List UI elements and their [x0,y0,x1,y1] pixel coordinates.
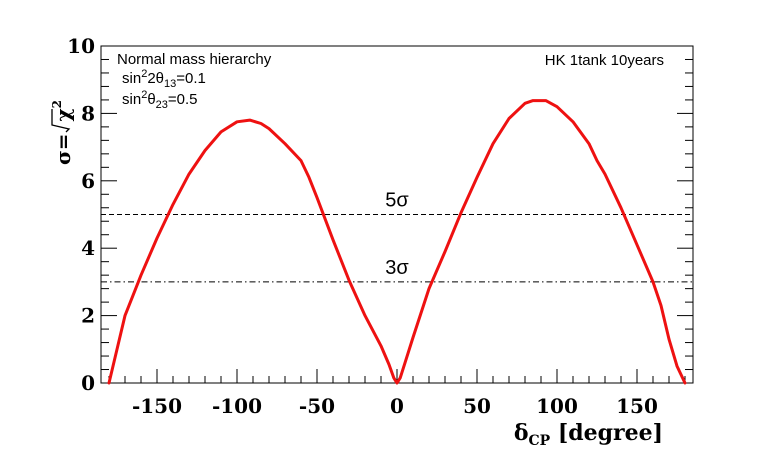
annotation-theta13: sin22θ13=0.1 [122,68,206,90]
y-tick-label: 6 [81,169,95,193]
x-tick-label: 100 [536,394,578,418]
tick-labels: -150 -100 -50 0 50 100 150 0 2 4 6 8 10 [67,34,658,418]
svg-text:σ=χ2: σ= χ2 [50,100,75,165]
x-tick-label: -100 [212,394,262,418]
y-axis-title: σ= χ2 [50,100,75,165]
annotation-experiment: HK 1tank 10years [545,52,664,69]
y-axis-title-sigma: σ= [51,133,75,165]
theta23-post: =0.5 [168,91,198,108]
theta23-mid: θ [147,91,155,108]
annotation-hierarchy: Normal mass hierarchy [117,51,272,68]
theta13-sub: 13 [164,78,176,90]
x-axis-title: δCP [degree] [514,420,663,449]
x-axis-title-sub: CP [529,433,551,449]
x-tick-label: -50 [299,394,335,418]
x-tick-label: 50 [463,394,491,418]
y-tick-label: 8 [81,101,95,125]
reference-label-5: 5σ [385,190,409,212]
y-tick-label: 4 [81,236,95,260]
theta13-pre: sin [122,70,141,87]
y-axis-title-exp: 2 [50,100,64,108]
y-tick-label: 2 [81,304,95,328]
theta23-pre: sin [122,91,141,108]
x-tick-label: -150 [132,394,182,418]
x-axis-title-rest: [degree] [550,420,663,446]
theta13-sup: 2 [141,68,147,80]
theta23-sup: 2 [141,89,147,101]
x-tick-label: 150 [616,394,658,418]
theta13-mid: 2θ [147,70,164,87]
y-axis-title-chi: χ [51,108,75,121]
sqrt-sign [51,109,71,133]
reference-lines: 5σ 3σ [101,190,693,283]
y-tick-label: 0 [81,371,95,395]
annotation-theta23: sin2θ23=0.5 [122,89,198,111]
x-axis-title-main: δ [514,420,529,446]
x-tick-label: 0 [390,394,404,418]
theta23-sub: 23 [156,99,168,111]
y-tick-label: 10 [67,34,95,58]
series-group [107,99,687,385]
theta13-post: =0.1 [176,70,206,87]
reference-label-3: 3σ [385,257,409,279]
series-line-0 [107,99,687,385]
